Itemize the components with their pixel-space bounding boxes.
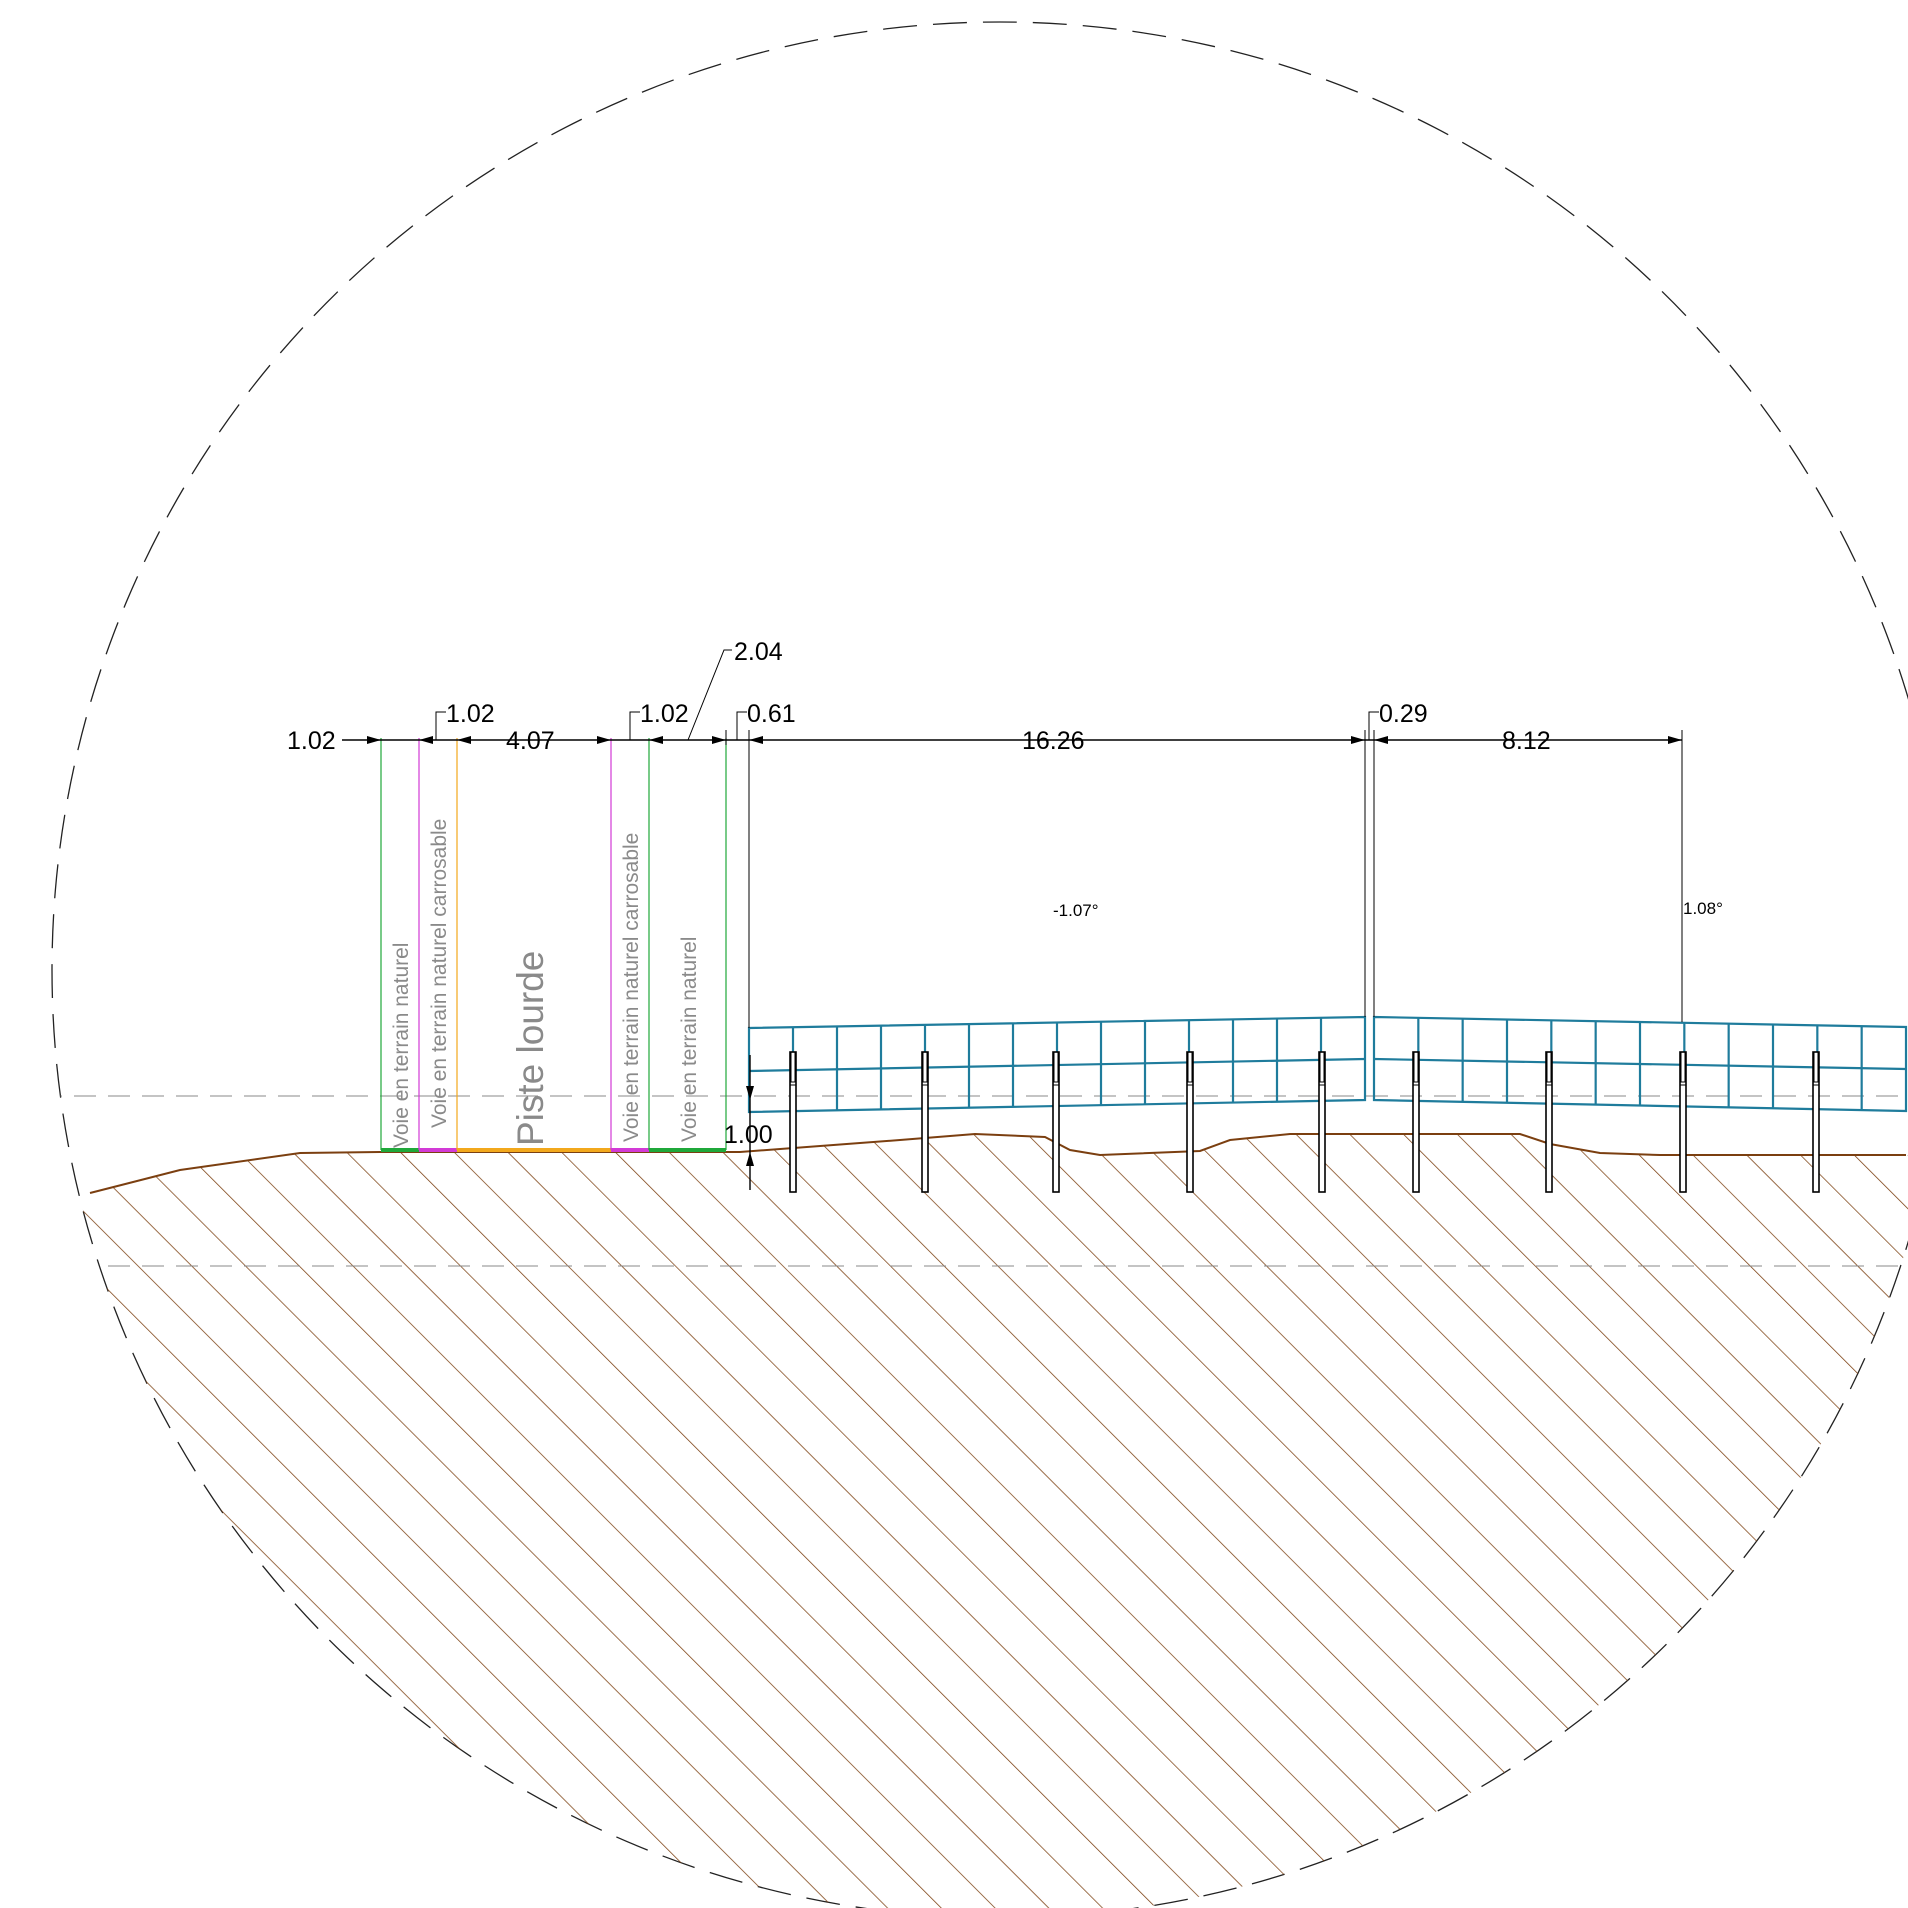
angle-right-table: 1.08° (1683, 899, 1723, 918)
dim-verge2-1-02: 1.02 (640, 700, 689, 728)
leader-0-61 (736, 711, 747, 740)
pv-table-right (1372, 1015, 1908, 1113)
zone-label-carrossable-left: Voie en terrain naturel carrosable (428, 819, 451, 1128)
pile (1186, 1051, 1194, 1193)
dim-left-1-02: 1.02 (287, 727, 336, 755)
dim-verge-1-02: 1.02 (446, 700, 495, 728)
zone-label-natural-left: Voie en terrain naturel (390, 943, 413, 1148)
dim-height-1-00: 1.00 (724, 1121, 773, 1149)
dim-array2-8-12: 8.12 (1502, 727, 1551, 755)
dimension-arrowhead (1668, 736, 1682, 744)
dimension-arrowhead (649, 736, 663, 744)
detail-circle (51, 21, 1908, 1908)
pile (789, 1051, 797, 1193)
pile (1679, 1051, 1687, 1193)
pile (921, 1051, 929, 1193)
dim-array1-16-26: 16.26 (1022, 727, 1085, 755)
dim-joint-0-29: 0.29 (1379, 700, 1428, 728)
zone-label-natural-right: Voie en terrain naturel (678, 937, 701, 1142)
pile (1052, 1051, 1060, 1193)
pile-group (789, 1051, 1820, 1193)
dimension-arrowhead (457, 736, 471, 744)
leader-0-29 (1368, 711, 1379, 740)
dim-combined-2-04: 2.04 (734, 638, 783, 666)
leader-2-04 (687, 649, 732, 741)
leader-1-02-b (629, 711, 640, 740)
dimension-arrowhead (1374, 736, 1388, 744)
zone-label-carrossable-right: Voie en terrain naturel carrosable (620, 833, 643, 1142)
dimension-arrowhead (597, 736, 611, 744)
pile (1318, 1051, 1326, 1193)
pile (1545, 1051, 1553, 1193)
dimension-arrowhead (712, 736, 726, 744)
pile (1812, 1051, 1820, 1193)
dimension-arrowhead (367, 736, 381, 744)
angle-left-table: -1.07° (1053, 901, 1099, 920)
dimension-arrowhead (1351, 736, 1365, 744)
leader-1-02-a (435, 711, 446, 740)
dimension-arrowhead (419, 736, 433, 744)
zone-label-piste: Piste lourde (510, 951, 551, 1146)
dimension-arrowhead (749, 736, 763, 744)
dim-gap-0-61: 0.61 (747, 700, 796, 728)
ground-section (52, 1134, 1908, 1908)
dim-piste-4-07: 4.07 (506, 727, 555, 755)
pile (1412, 1051, 1420, 1193)
